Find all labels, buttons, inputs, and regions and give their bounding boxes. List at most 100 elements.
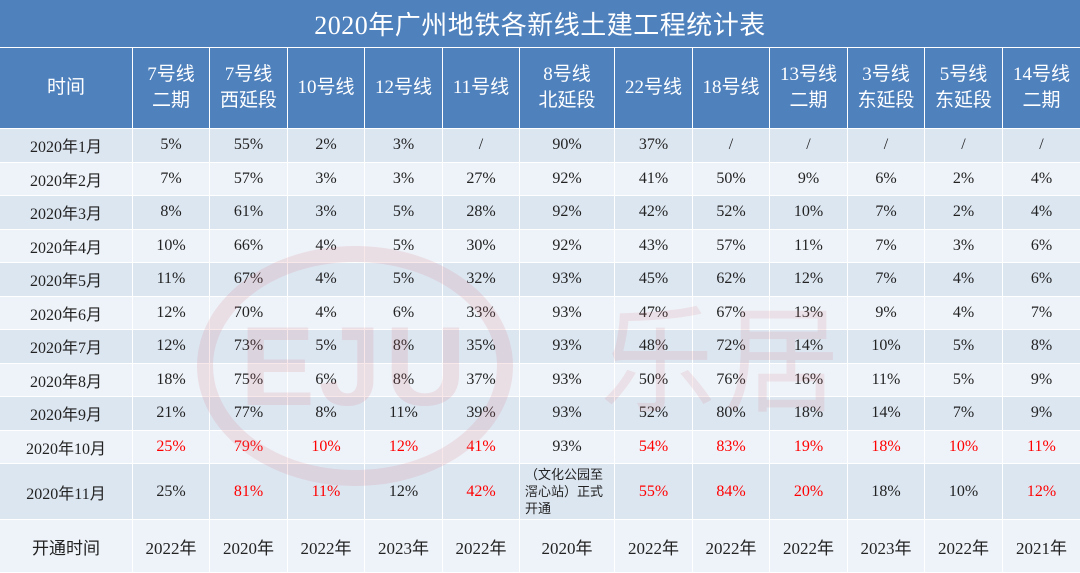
column-header-label: 时间 — [46, 77, 85, 98]
data-cell: 25% — [133, 464, 210, 520]
row-label: 2020年4月 — [0, 229, 133, 263]
data-cell: 76% — [693, 363, 770, 397]
data-cell: 5% — [288, 330, 365, 364]
data-cell: 2% — [925, 196, 1003, 230]
data-cell: 10% — [848, 330, 925, 364]
data-cell: 8% — [365, 330, 443, 364]
data-cell: 11% — [1003, 430, 1080, 464]
data-cell: 39% — [443, 397, 520, 431]
column-header-label: 7号线 — [147, 64, 195, 85]
row-label: 2020年6月 — [0, 296, 133, 330]
row-label: 2020年2月 — [0, 162, 133, 196]
data-cell: 33% — [443, 296, 520, 330]
data-cell: 57% — [693, 229, 770, 263]
data-cell: / — [693, 129, 770, 163]
data-cell: 55% — [615, 464, 693, 520]
column-header-label: 东延段 — [934, 90, 992, 111]
opening-year-cell: 2022年 — [443, 520, 520, 573]
row-label: 2020年3月 — [0, 196, 133, 230]
opening-year-cell: 2021年 — [1003, 520, 1080, 573]
data-cell: 47% — [615, 296, 693, 330]
opening-year-cell: 2022年 — [925, 520, 1003, 573]
column-header-label: 11号线 — [452, 77, 510, 98]
table-title: 2020年广州地铁各新线土建工程统计表 — [0, 0, 1080, 48]
data-cell: 18% — [133, 363, 210, 397]
column-header: 3号线东延段 — [848, 48, 925, 129]
data-cell: 7% — [848, 263, 925, 297]
data-cell: 6% — [365, 296, 443, 330]
data-cell: 42% — [615, 196, 693, 230]
data-cell: 14% — [848, 397, 925, 431]
data-cell: 77% — [210, 397, 288, 431]
column-header: 13号线 二期 — [770, 48, 848, 129]
column-header: 14号线 二期 — [1003, 48, 1080, 129]
data-cell: 18% — [848, 430, 925, 464]
data-cell: / — [1003, 129, 1080, 163]
column-header-label: 22号线 — [624, 77, 682, 98]
data-cell: 25% — [133, 430, 210, 464]
data-cell: 19% — [770, 430, 848, 464]
opening-year-cell: 2022年 — [288, 520, 365, 573]
data-cell: 37% — [615, 129, 693, 163]
data-cell: 6% — [1003, 229, 1080, 263]
column-header: 10号线 — [288, 48, 365, 129]
data-cell: 12% — [365, 430, 443, 464]
row-label: 2020年11月 — [0, 464, 133, 520]
column-header-label: 东延段 — [857, 90, 915, 111]
data-cell: 8% — [1003, 330, 1080, 364]
data-cell: 43% — [615, 229, 693, 263]
data-cell: 2% — [925, 162, 1003, 196]
data-cell: 5% — [365, 263, 443, 297]
data-cell: 5% — [133, 129, 210, 163]
data-cell: 52% — [693, 196, 770, 230]
opening-row-label: 开通时间 — [0, 520, 133, 573]
data-cell: 18% — [848, 464, 925, 520]
data-cell: / — [770, 129, 848, 163]
data-cell: 4% — [288, 229, 365, 263]
data-cell-note: （文化公园至滘心站）正式开通 — [520, 464, 615, 520]
data-cell: 50% — [615, 363, 693, 397]
column-header: 7号线 西延段 — [210, 48, 288, 129]
data-cell: 3% — [365, 162, 443, 196]
column-header-label: 10号线 — [297, 77, 355, 98]
data-cell: 41% — [443, 430, 520, 464]
data-cell: 3% — [288, 162, 365, 196]
data-cell: 11% — [848, 363, 925, 397]
data-cell: 3% — [288, 196, 365, 230]
data-cell: 14% — [770, 330, 848, 364]
row-label: 2020年8月 — [0, 363, 133, 397]
data-cell: 4% — [1003, 162, 1080, 196]
data-cell: 3% — [925, 229, 1003, 263]
data-cell: 75% — [210, 363, 288, 397]
data-cell: 10% — [288, 430, 365, 464]
data-cell: 10% — [925, 464, 1003, 520]
data-cell: 70% — [210, 296, 288, 330]
column-header-label: 12号线 — [374, 77, 432, 98]
data-cell: 12% — [133, 330, 210, 364]
opening-year-cell: 2023年 — [848, 520, 925, 573]
data-cell: 54% — [615, 430, 693, 464]
column-header-label: 7号线 — [224, 64, 273, 85]
data-cell: 93% — [520, 430, 615, 464]
data-cell: 52% — [615, 397, 693, 431]
column-header-label: 3号线 — [862, 64, 910, 85]
data-cell: 81% — [210, 464, 288, 520]
data-cell: 4% — [288, 263, 365, 297]
time-column-header: 时间 — [0, 48, 133, 129]
data-cell: 7% — [133, 162, 210, 196]
data-cell: 13% — [770, 296, 848, 330]
data-cell: 67% — [210, 263, 288, 297]
data-cell: 92% — [520, 162, 615, 196]
data-cell: 6% — [848, 162, 925, 196]
column-header-label: 13号线 — [779, 64, 837, 85]
data-cell: 11% — [133, 263, 210, 297]
column-header-label: 二期 — [1022, 90, 1061, 111]
row-label: 2020年9月 — [0, 397, 133, 431]
column-header-label: 18号线 — [702, 77, 760, 98]
data-cell: 7% — [1003, 296, 1080, 330]
data-cell: 48% — [615, 330, 693, 364]
data-cell: 67% — [693, 296, 770, 330]
data-cell: 45% — [615, 263, 693, 297]
column-header: 22号线 — [615, 48, 693, 129]
data-cell: 8% — [288, 397, 365, 431]
